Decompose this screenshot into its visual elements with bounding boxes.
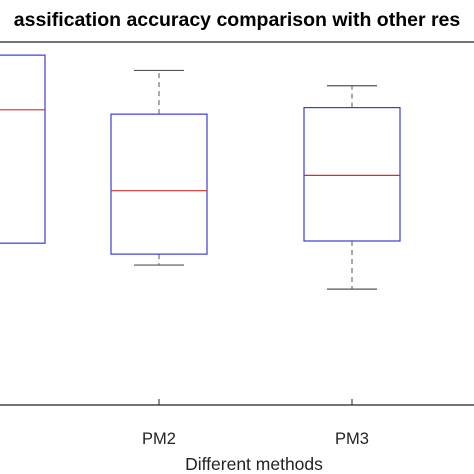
x-tick-label-pm2: PM2: [142, 430, 176, 448]
x-ticks-group: PM2 PM3: [142, 399, 369, 448]
box-pm2: [110, 113, 208, 255]
x-axis-label: Different methods: [185, 454, 323, 474]
x-tick-label-pm3: PM3: [335, 430, 369, 448]
box-first: [0, 54, 46, 244]
boxes-group: [0, 54, 401, 290]
box-pm3: [303, 107, 401, 242]
chart-title: assification accuracy comparison with ot…: [14, 9, 461, 31]
